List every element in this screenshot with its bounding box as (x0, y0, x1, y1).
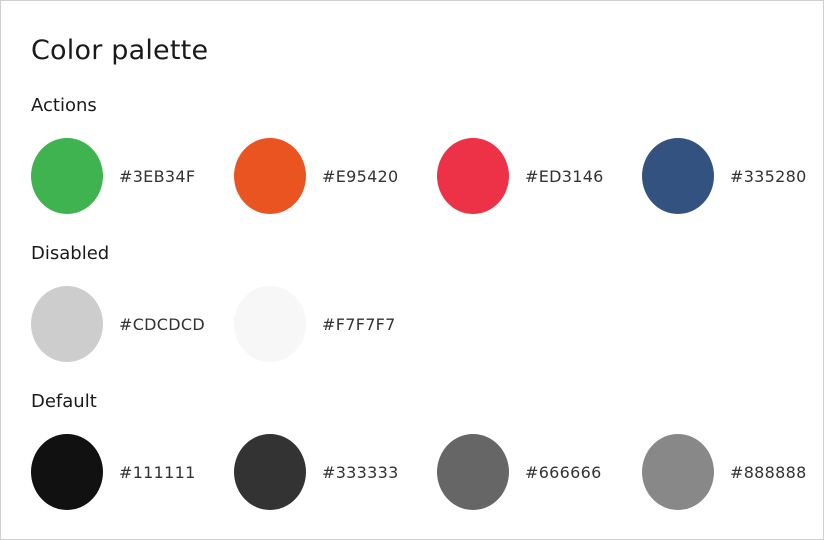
swatch-item: #3EB34F (31, 138, 195, 214)
color-swatch-circle (234, 286, 306, 362)
swatch-item: #E95420 (234, 138, 399, 214)
section-title-disabled: Disabled (31, 243, 110, 264)
swatch-item: #666666 (437, 434, 602, 510)
color-swatch-circle (31, 138, 103, 214)
swatch-row-disabled: #CDCDCD #F7F7F7 (31, 286, 811, 362)
color-swatch-circle (642, 434, 714, 510)
color-hex-label: #3EB34F (119, 166, 196, 186)
color-swatch-circle (234, 138, 306, 214)
color-swatch-circle (642, 138, 714, 214)
swatch-item: #888888 (642, 434, 807, 510)
color-swatch-circle (234, 434, 306, 510)
swatch-item: #ED3146 (437, 138, 604, 214)
color-hex-label: #888888 (730, 462, 807, 482)
color-hex-label: #ED3146 (525, 166, 604, 186)
color-swatch-circle (31, 434, 103, 510)
section-title-actions: Actions (31, 95, 97, 116)
color-swatch-circle (437, 434, 509, 510)
color-hex-label: #E95420 (322, 166, 399, 186)
swatch-item: #111111 (31, 434, 196, 510)
color-swatch-circle (437, 138, 509, 214)
swatch-item: #335280 (642, 138, 807, 214)
swatch-row-default: #111111 #333333 #666666 #888888 (31, 434, 811, 510)
page-title: Color palette (31, 35, 209, 66)
swatch-item: #333333 (234, 434, 399, 510)
section-title-default: Default (31, 391, 97, 412)
color-hex-label: #333333 (322, 462, 399, 482)
swatch-row-actions: #3EB34F #E95420 #ED3146 #335280 (31, 138, 811, 214)
color-hex-label: #335280 (730, 166, 807, 186)
swatch-item: #CDCDCD (31, 286, 205, 362)
color-hex-label: #666666 (525, 462, 602, 482)
color-swatch-circle (31, 286, 103, 362)
color-hex-label: #111111 (119, 462, 196, 482)
color-hex-label: #CDCDCD (119, 314, 205, 334)
swatch-item: #F7F7F7 (234, 286, 396, 362)
color-hex-label: #F7F7F7 (322, 314, 396, 334)
